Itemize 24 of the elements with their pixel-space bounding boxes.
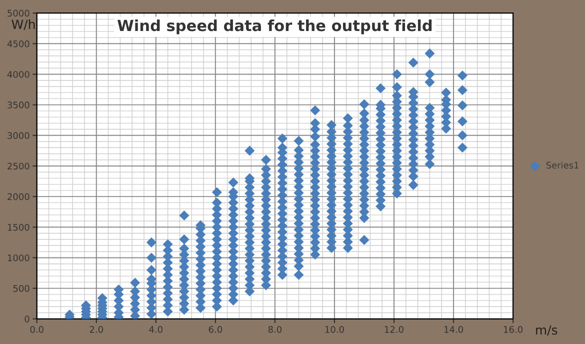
x-tick-label: 6.0 — [208, 326, 222, 333]
y-tick-label: 4000 — [7, 70, 30, 78]
x-tick-label: 0.0 — [30, 326, 44, 333]
y-tick-label: 1500 — [8, 224, 30, 231]
y-axis-title: W/h — [12, 19, 35, 30]
y-tick-label: 500 — [13, 285, 30, 292]
y-tick-label: 5000 — [8, 10, 30, 17]
y-tick-label: 3000 — [8, 132, 30, 139]
x-axis-title: m/s — [536, 325, 558, 336]
x-tick-label: 2.0 — [90, 326, 103, 333]
x-tick-label: 12.0 — [384, 326, 404, 333]
y-tick-label: 3500 — [8, 102, 30, 108]
y-tick-label: 2500 — [8, 162, 30, 170]
y-tick-label: 0 — [24, 316, 30, 322]
chart-title: Wind speed data for the output field — [118, 19, 432, 34]
y-tick-label: 4500 — [7, 40, 30, 48]
x-tick-label: 4.0 — [149, 326, 162, 333]
x-tick-label: 16.0 — [504, 326, 522, 333]
x-tick-label: 10.0 — [325, 326, 344, 333]
x-tick-label: 14.0 — [444, 326, 463, 333]
legend-label: Series1 — [546, 162, 578, 169]
y-tick-label: 1000 — [8, 254, 30, 262]
x-tick-label: 8.0 — [268, 326, 282, 333]
y-tick-label: 2000 — [8, 193, 30, 200]
